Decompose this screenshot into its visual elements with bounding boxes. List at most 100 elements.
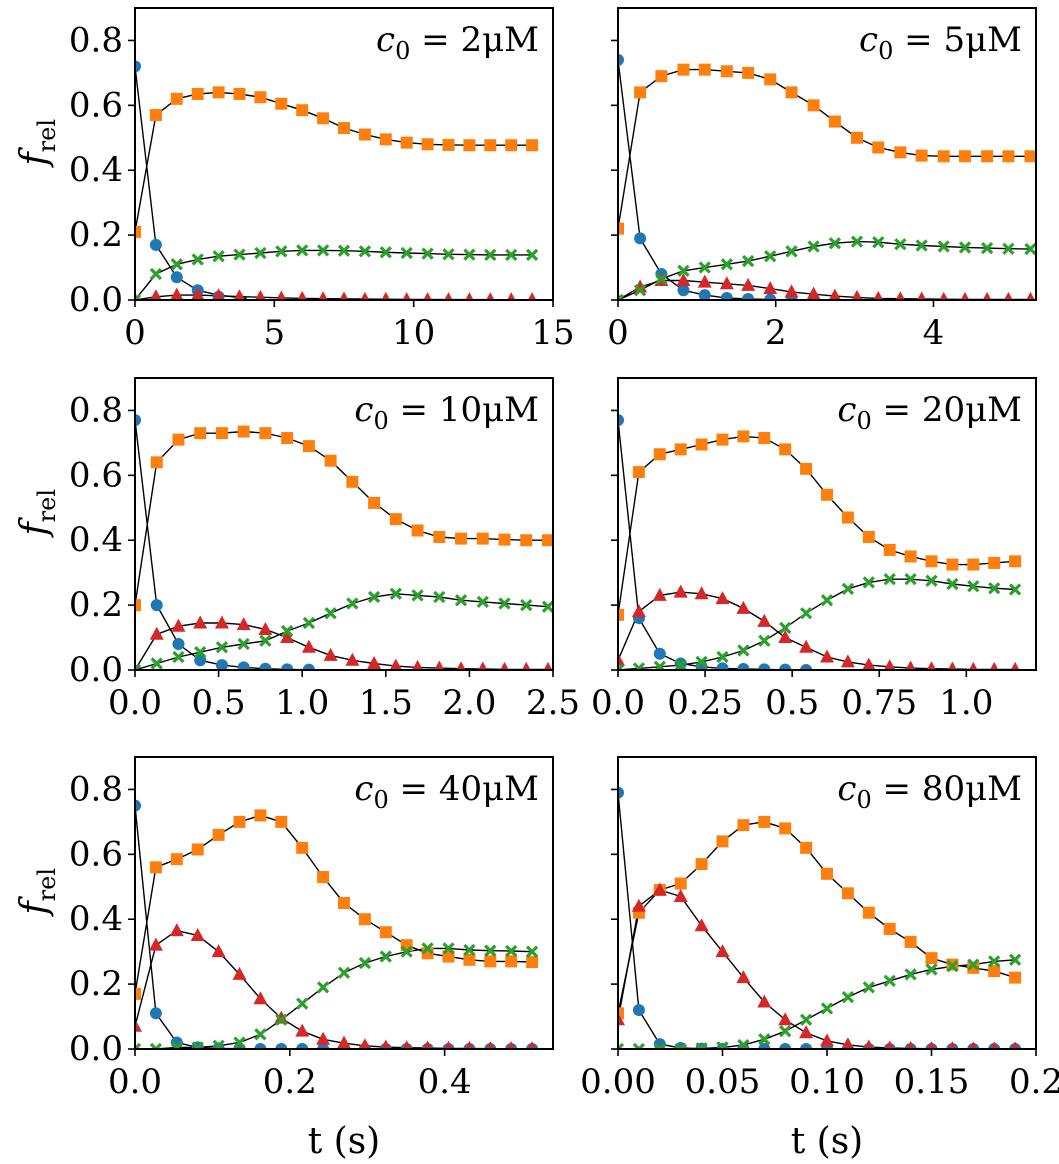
data-point-triangle	[170, 287, 184, 300]
data-point-cross	[400, 945, 413, 958]
data-point-square	[634, 86, 647, 99]
data-point-square	[150, 456, 163, 469]
plot-area	[618, 786, 1022, 1049]
data-point-cross	[958, 241, 972, 254]
fit-curve-square	[618, 821, 1016, 1014]
data-point-square	[317, 871, 330, 884]
data-point-triangle	[465, 292, 474, 300]
data-point-triangle	[633, 279, 648, 293]
data-point-triangle	[295, 1023, 310, 1037]
data-point-square	[215, 427, 228, 440]
fit-curve-square	[135, 814, 533, 994]
data-point-square	[170, 92, 183, 105]
data-point-triangle	[618, 652, 625, 666]
data-point-triangle	[917, 291, 927, 300]
fit-curve-square	[618, 68, 1031, 229]
data-point-circle	[779, 663, 792, 670]
data-point-cross	[191, 253, 204, 266]
data-point-triangle	[211, 944, 226, 958]
data-point-circle	[150, 599, 163, 612]
fit-curve-circle	[135, 66, 247, 300]
data-point-circle	[149, 1007, 162, 1020]
data-point-cross	[237, 637, 250, 651]
fit-curve-cross	[618, 240, 1031, 300]
data-point-triangle	[527, 292, 537, 300]
data-point-cross	[259, 634, 272, 647]
data-point-cross	[275, 245, 288, 258]
data-point-triangle	[423, 292, 432, 300]
data-point-square	[433, 530, 446, 543]
data-point-triangle	[423, 1040, 433, 1049]
x-tick-label: 0	[607, 313, 629, 353]
y-tick-label: 0.8	[69, 769, 123, 809]
data-point-circle	[135, 414, 141, 427]
data-point-triangle	[862, 657, 876, 670]
x-tick-label: 1.0	[939, 683, 993, 723]
axes-frame	[134, 7, 554, 301]
data-point-cross	[505, 944, 518, 958]
data-point-square	[498, 533, 511, 546]
data-point-triangle	[401, 1040, 412, 1049]
data-point-triangle	[989, 661, 999, 670]
data-point-triangle	[380, 1039, 391, 1049]
data-point-triangle	[297, 290, 308, 300]
data-point-square	[720, 65, 733, 78]
data-point-square	[779, 443, 792, 456]
panel-5: 0.0 0.2 0.4 0.6 0.8 0.0 0.2 0.4 c0 = 40μM frel t (…	[14, 756, 554, 1162]
data-point-square	[653, 448, 666, 461]
x-tick-label: 0.5	[192, 683, 246, 723]
data-point-triangle	[939, 291, 949, 300]
data-point-circle	[653, 647, 666, 660]
data-point-triangle	[500, 661, 509, 670]
data-point-cross	[150, 657, 163, 670]
panel-annotation: c0 = 80μM	[837, 769, 1022, 814]
data-point-cross	[170, 1041, 183, 1049]
data-point-triangle	[316, 1031, 331, 1045]
data-point-square	[346, 475, 359, 488]
data-point-triangle	[506, 292, 516, 300]
data-point-square	[674, 877, 687, 890]
data-point-square	[758, 815, 771, 828]
data-point-cross	[337, 966, 351, 979]
data-point-cross	[525, 945, 539, 958]
data-point-square	[988, 965, 1001, 978]
data-point-cross	[946, 960, 959, 973]
data-point-square	[841, 887, 854, 900]
y-tick-label: 0.8	[69, 390, 123, 430]
data-point-triangle	[694, 918, 709, 932]
data-point-cross	[337, 244, 351, 257]
data-point-cross	[324, 607, 337, 620]
y-tick-label: 0.4	[69, 899, 123, 939]
fit-curve-cross	[135, 593, 549, 670]
data-point-cross	[618, 1042, 625, 1049]
data-point-square	[632, 466, 645, 479]
data-point-square	[135, 987, 141, 1000]
data-point-cross	[716, 650, 729, 664]
data-point-triangle	[359, 1038, 371, 1049]
data-point-cross	[820, 1002, 834, 1015]
data-point-cross	[379, 246, 392, 259]
data-point-triangle	[841, 1037, 855, 1049]
data-point-cross	[737, 644, 750, 657]
data-point-circle	[172, 638, 185, 651]
data-point-cross	[346, 597, 359, 610]
data-point-triangle	[506, 1041, 516, 1049]
y-axis-label: frel	[14, 119, 61, 169]
data-point-square	[389, 513, 402, 526]
data-point-cross	[946, 577, 959, 591]
data-point-cross	[633, 284, 647, 297]
data-point-cross	[618, 293, 625, 300]
data-point-square	[925, 555, 938, 568]
data-point-cross	[149, 267, 163, 281]
data-point-square	[233, 87, 246, 100]
data-point-cross	[400, 246, 413, 260]
data-point-cross	[541, 600, 553, 613]
x-tick-label: 0.0	[591, 683, 645, 723]
fit-curve-circle	[135, 805, 533, 1049]
data-point-triangle	[1026, 291, 1035, 300]
data-point-cross	[433, 590, 446, 604]
data-point-cross	[520, 598, 533, 612]
data-point-triangle	[149, 626, 164, 640]
data-point-square	[1024, 150, 1036, 163]
data-point-cross	[358, 956, 372, 970]
